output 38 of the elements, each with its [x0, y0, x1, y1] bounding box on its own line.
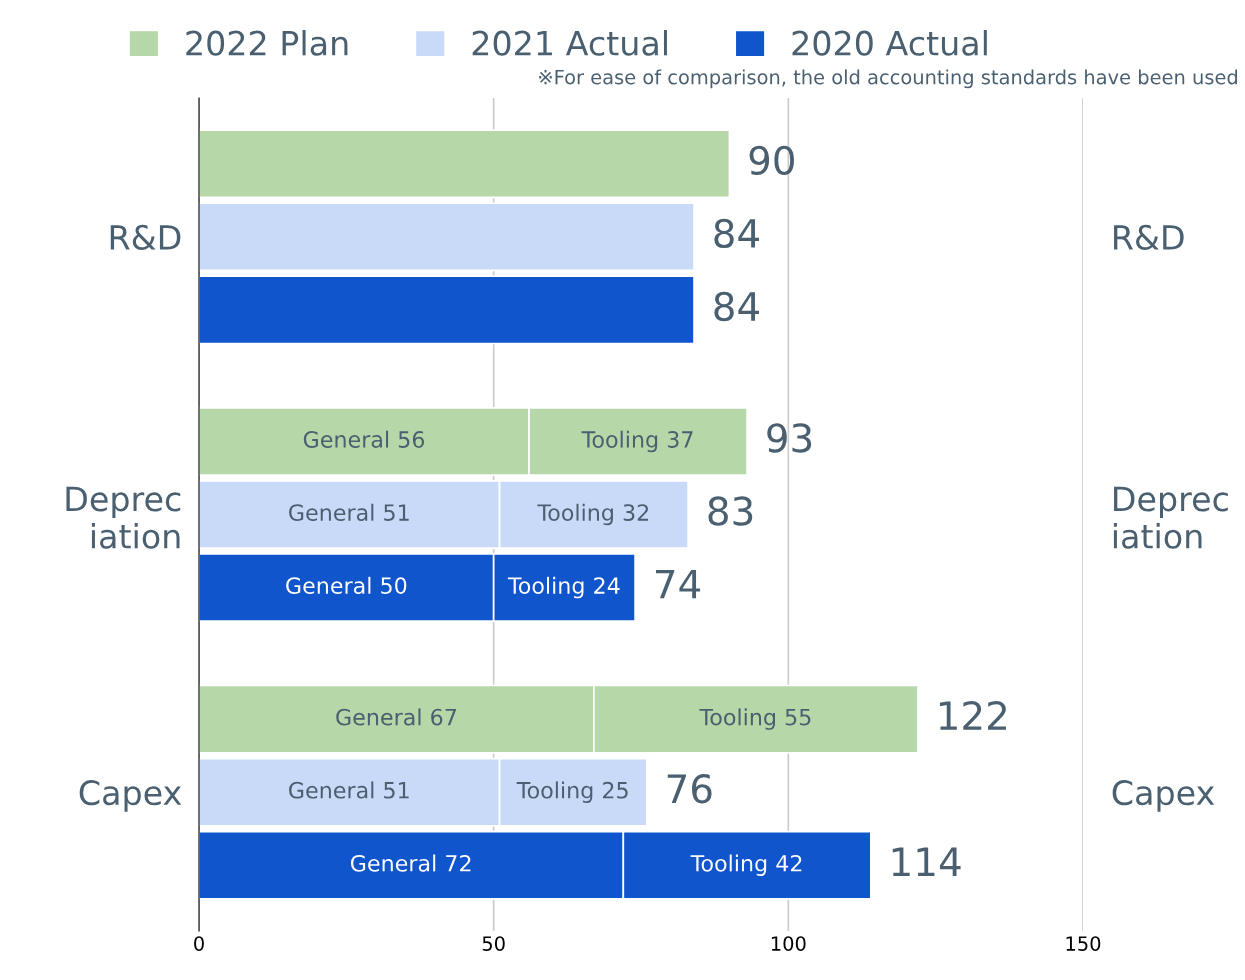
- data-label: Tooling 24: [507, 576, 620, 599]
- data-label: General 51: [289, 503, 409, 521]
- legend-label: 2020 Actual: [792, 30, 987, 56]
- bar: [199, 275, 695, 345]
- total-label: 114: [892, 847, 961, 876]
- bar: [199, 202, 695, 272]
- category-label: Capex: [1112, 780, 1215, 812]
- total-label: 76: [667, 774, 712, 804]
- data-label: Tooling 55: [699, 708, 811, 730]
- data-label: General 72: [350, 854, 471, 872]
- total-label: 90: [749, 145, 794, 176]
- x-tick-label: 100: [771, 936, 806, 951]
- data-label: General 50: [286, 576, 407, 595]
- x-tick-label: 0: [194, 936, 204, 951]
- x-tick-label: 50: [482, 936, 505, 951]
- total-label: 122: [939, 700, 1006, 730]
- total-label: 83: [708, 496, 753, 526]
- data-label: Tooling 32: [537, 503, 649, 526]
- data-label: Tooling 42: [690, 854, 802, 876]
- data-label: General 56: [303, 430, 425, 448]
- y-tick-label: R&D: [110, 224, 181, 250]
- total-label: 84: [714, 218, 760, 249]
- total-label: 84: [714, 291, 760, 322]
- total-label: 74: [655, 569, 701, 599]
- text: ※For ease of comparison, the old accounting standards have been used: [539, 69, 1238, 89]
- category-label: Deprec iation: [1113, 486, 1228, 549]
- y-tick-label: Capex: [79, 780, 182, 812]
- data-label: General 51: [289, 781, 409, 799]
- data-label: Tooling 25: [516, 781, 628, 803]
- legend-label: 2021 Actual: [472, 30, 667, 56]
- total-label: 93: [767, 423, 812, 453]
- bar: [199, 129, 731, 199]
- legend-label: 2022 Plan: [186, 30, 348, 56]
- data-label: General 67: [336, 708, 456, 726]
- x-tick-label: 150: [1066, 936, 1101, 951]
- data-label: Tooling 37: [581, 430, 693, 453]
- y-tick-label: Deprec iation: [66, 486, 181, 549]
- category-label: R&D: [1114, 224, 1184, 250]
